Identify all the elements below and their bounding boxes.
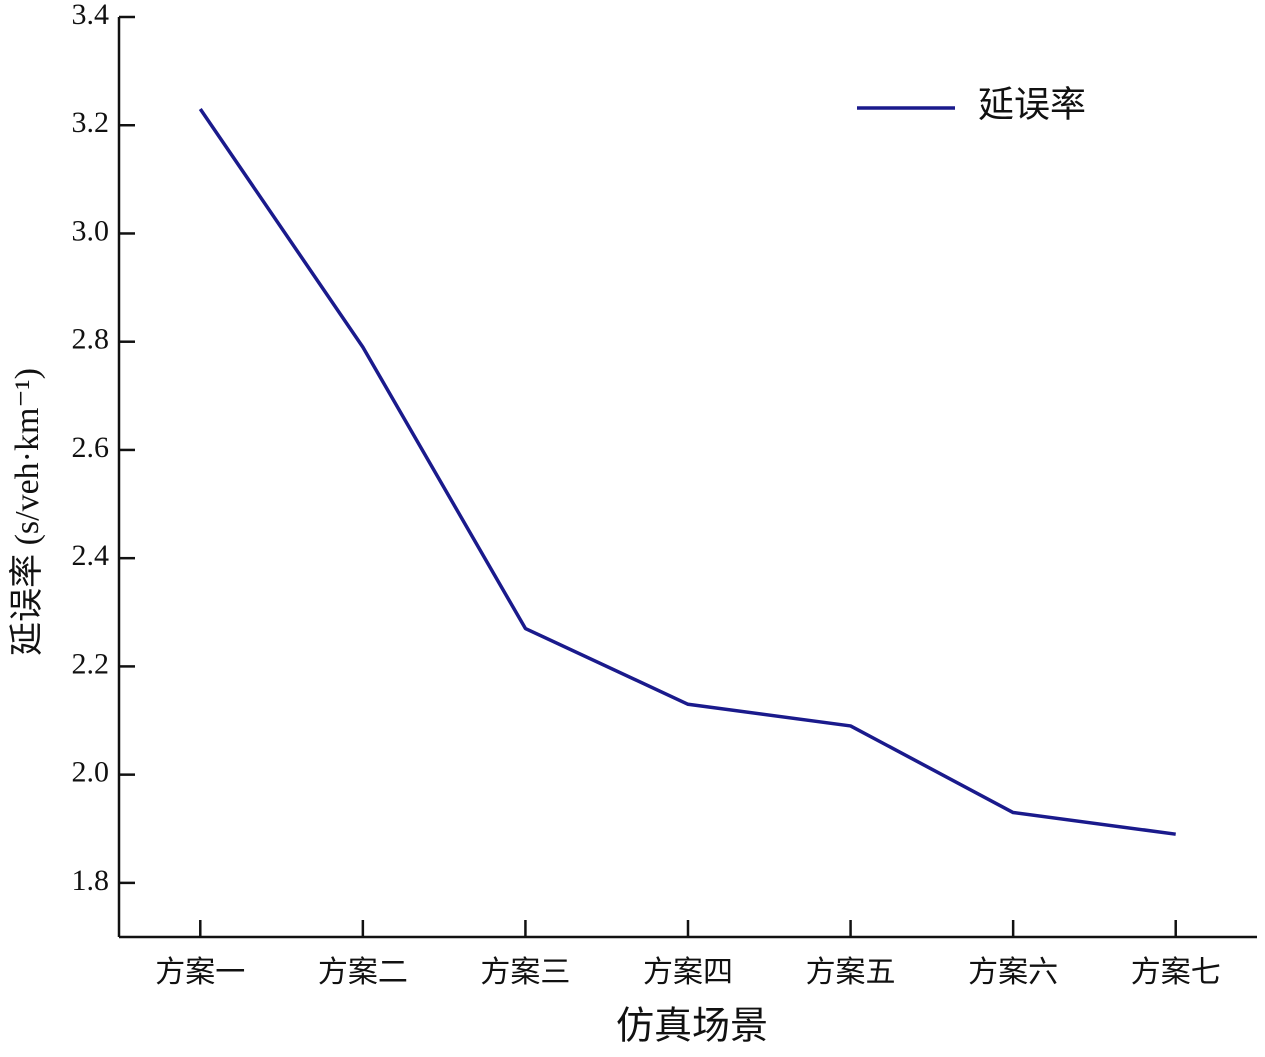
y-tick-label: 2.6	[72, 431, 110, 464]
x-tick-label: 方案五	[806, 956, 896, 989]
x-tick-label: 方案七	[1131, 956, 1221, 989]
y-axis-label: 延误率 (s/veh·km⁻¹)	[8, 368, 46, 656]
y-tick-label: 3.0	[72, 214, 110, 247]
x-axis-label: 仿真场景	[616, 1006, 768, 1048]
y-tick-label: 1.8	[72, 864, 110, 897]
y-tick-label: 3.2	[72, 106, 110, 139]
y-tick-label: 2.0	[72, 756, 110, 789]
series-line	[198, 108, 1176, 836]
y-tick-label: 2.2	[72, 647, 110, 680]
legend-label: 延误率	[978, 84, 1086, 124]
y-tick-label: 2.4	[72, 539, 110, 572]
y-tick-label: 2.8	[72, 323, 110, 356]
y-tick-label: 3.4	[72, 0, 110, 31]
x-tick-label: 方案二	[318, 956, 408, 989]
x-tick-label: 方案一	[155, 956, 245, 989]
x-tick-label: 方案六	[968, 956, 1058, 989]
x-tick-label: 方案四	[643, 956, 733, 989]
x-tick-label: 方案三	[480, 956, 570, 989]
